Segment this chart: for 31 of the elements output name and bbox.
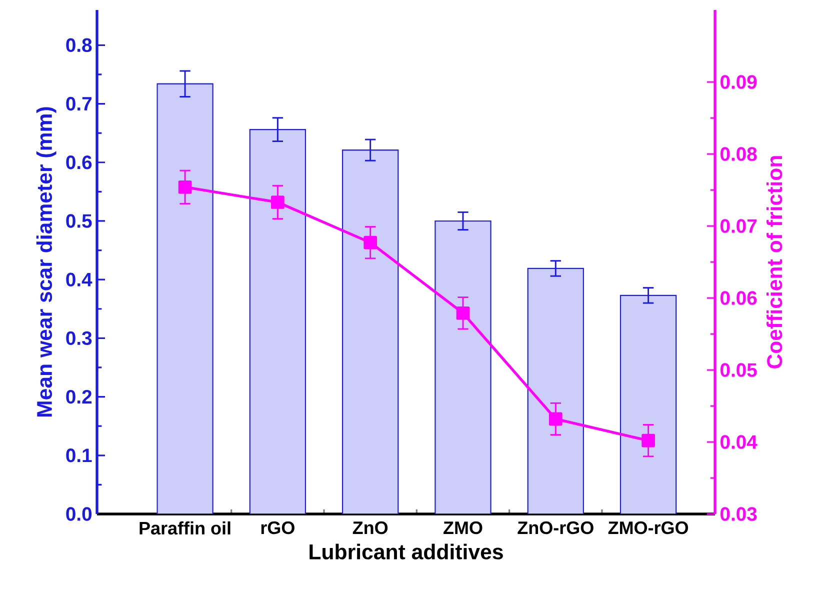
y-tick-label: 0.1 (66, 448, 92, 462)
y-tick-label: 0.8 (66, 38, 92, 52)
y2-tick-label: 0.04 (720, 435, 758, 449)
x-tick-label: Paraffin oil (140, 521, 230, 535)
x-tick-label: ZnO-rGO (518, 521, 594, 534)
y-tick-label: 0.2 (66, 390, 92, 404)
x-axis-title: Lubricant additives (310, 544, 503, 560)
y-tick-label: 0.3 (66, 331, 92, 346)
y-tick-label: 0.7 (66, 96, 92, 111)
y2-tick-label: 0.07 (720, 219, 757, 233)
y2-tick-label: 0.08 (720, 147, 757, 161)
point (456, 306, 470, 320)
y2-tick-label: 0.06 (720, 291, 757, 305)
point (364, 236, 377, 250)
point (642, 434, 655, 448)
y-tick-label: 0.4 (66, 272, 92, 286)
y2-axis-title: Coefficient of friction (766, 156, 782, 368)
x-tick-label: rGO (261, 521, 294, 534)
point (178, 180, 192, 194)
y-tick-label: 0.6 (66, 156, 92, 170)
y-tick-label: 0.5 (66, 214, 92, 228)
point (548, 412, 562, 426)
x-tick-label: ZMO (444, 521, 482, 534)
x-tick-label: ZMO-rGO (608, 521, 688, 534)
y2-tick-label: 0.09 (720, 75, 757, 89)
y-axis-title: Mean wear scar diameter (mm) (36, 107, 56, 416)
y2-tick-label: 0.05 (720, 363, 757, 377)
y2-tick-label: 0.03 (720, 507, 757, 521)
y-tick-label: 0.0 (66, 507, 92, 521)
x-tick-label: ZnO (352, 521, 388, 534)
point (271, 196, 284, 209)
